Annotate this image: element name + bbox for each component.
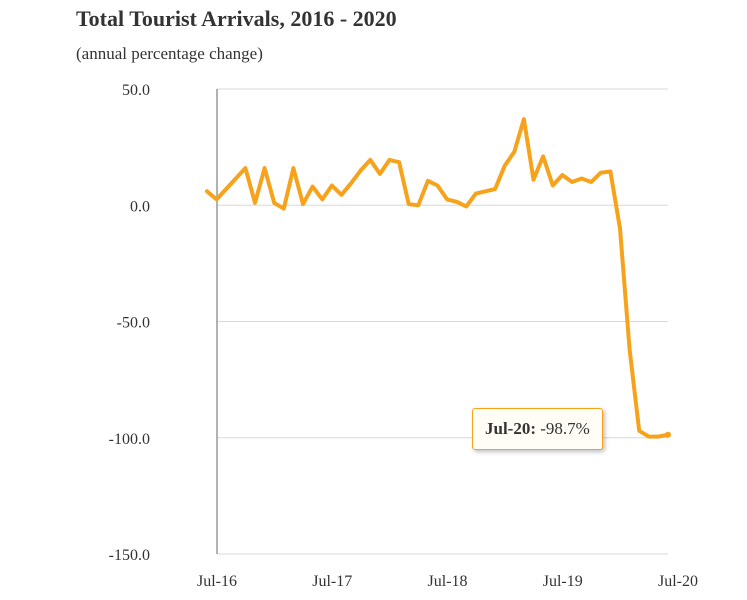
- chart-subtitle: (annual percentage change): [76, 44, 263, 63]
- data-tooltip: Jul-20: -98.7%: [472, 408, 603, 450]
- y-tick-label: -100.0: [109, 431, 150, 448]
- series-layer: [205, 117, 671, 439]
- x-tick-label: Jul-17: [312, 573, 352, 590]
- x-tick-label: Jul-20: [658, 573, 698, 590]
- chart-title: Total Tourist Arrivals, 2016 - 2020: [76, 6, 397, 31]
- tooltip-value: -98.7%: [540, 419, 590, 438]
- y-tick-label: 50.0: [122, 82, 150, 99]
- y-axis: 50.0 0.0 -50.0 -100.0 -150.0: [109, 82, 218, 564]
- x-tick-label: Jul-19: [543, 573, 583, 590]
- y-tick-label: -50.0: [117, 315, 150, 332]
- tooltip-label: Jul-20:: [485, 419, 536, 438]
- x-tick-label: Jul-18: [428, 573, 468, 590]
- x-tick-label: Jul-16: [197, 573, 237, 590]
- x-axis: Jul-16 Jul-17 Jul-18 Jul-19 Jul-20: [197, 573, 698, 590]
- y-tick-label: 0.0: [130, 198, 150, 215]
- y-tick-label: -150.0: [109, 547, 150, 564]
- highlight-point: [665, 431, 671, 438]
- gridlines: [217, 88, 668, 555]
- series-line: [205, 117, 670, 439]
